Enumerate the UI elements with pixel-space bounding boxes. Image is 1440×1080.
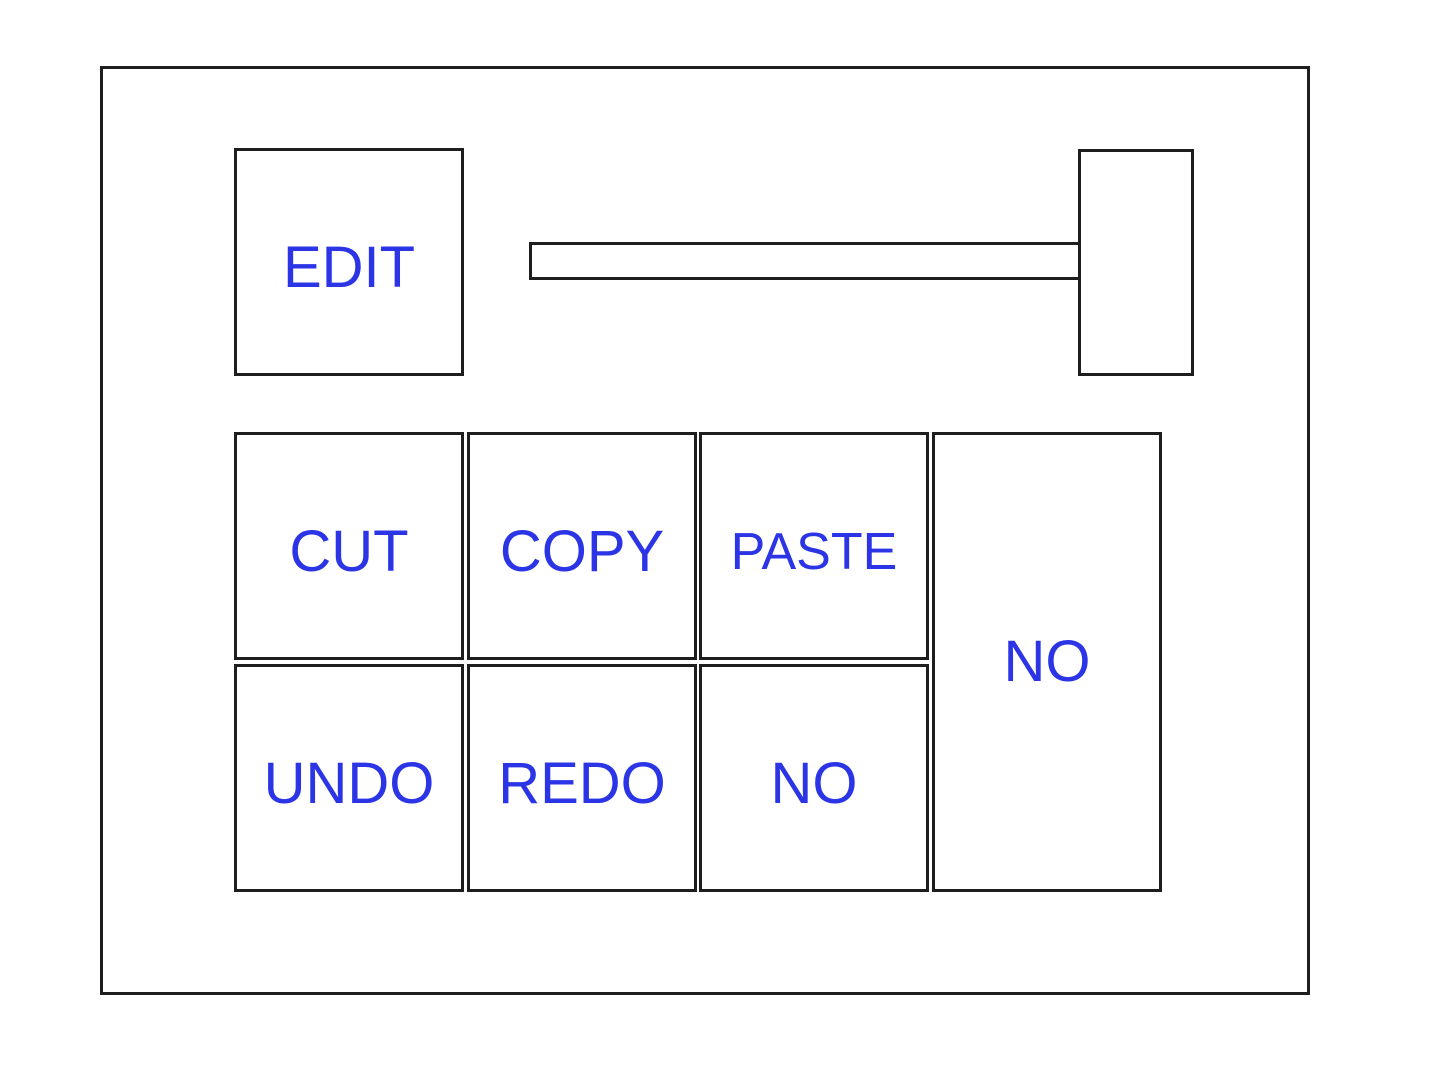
- slider-track[interactable]: [529, 242, 1085, 280]
- edit-button[interactable]: EDIT: [234, 148, 464, 376]
- cut-button[interactable]: CUT: [234, 432, 464, 660]
- no-tall-button[interactable]: NO: [932, 432, 1162, 892]
- no-tall-button-label: NO: [1003, 629, 1091, 694]
- no-small-button-label: NO: [770, 751, 858, 816]
- redo-button[interactable]: REDO: [467, 664, 697, 892]
- undo-button-label: UNDO: [263, 751, 435, 816]
- slider-handle[interactable]: [1078, 149, 1194, 376]
- paste-button-label: PASTE: [730, 523, 898, 581]
- copy-button[interactable]: COPY: [467, 432, 697, 660]
- paste-button[interactable]: PASTE: [699, 432, 929, 660]
- no-small-button[interactable]: NO: [699, 664, 929, 892]
- undo-button[interactable]: UNDO: [234, 664, 464, 892]
- redo-button-label: REDO: [498, 751, 666, 816]
- edit-button-label: EDIT: [282, 235, 416, 300]
- cut-button-label: CUT: [289, 519, 409, 584]
- copy-button-label: COPY: [499, 519, 665, 584]
